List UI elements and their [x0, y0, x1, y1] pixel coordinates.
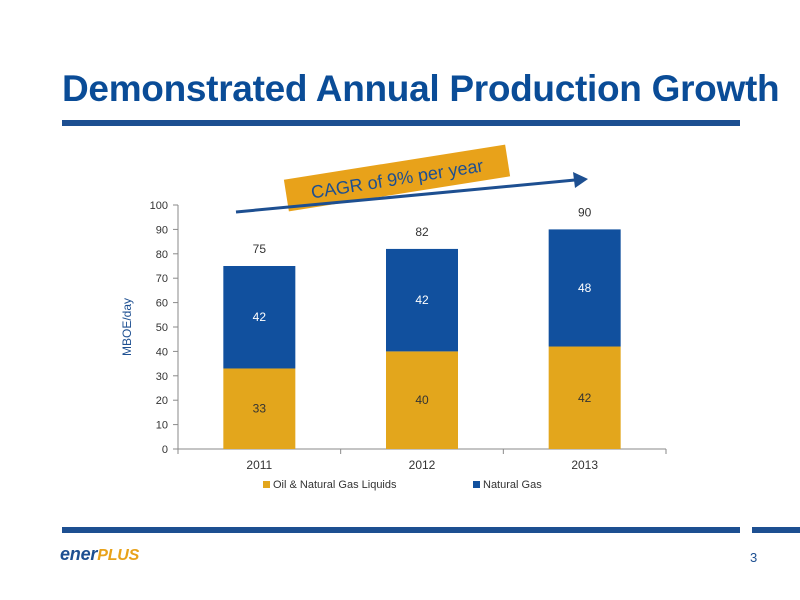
legend-swatch-oil: [263, 481, 270, 488]
y-tick-label: 90: [156, 224, 168, 236]
bar-gas-2012: [386, 248, 458, 352]
data-label-gas-2012: 42: [415, 293, 429, 307]
bar-gas-2011: [223, 266, 296, 369]
footer-rule: [62, 527, 740, 533]
bar-oil-2013: [548, 346, 621, 449]
growth-arrow: [235, 172, 588, 214]
bar-oil-2012: [386, 351, 458, 449]
legend-label-gas: Natural Gas: [483, 479, 542, 491]
bar-gas-2013: [548, 229, 621, 347]
data-label-oil-2012: 40: [415, 393, 429, 407]
y-tick-label: 100: [150, 200, 168, 212]
growth-arrow-head: [573, 172, 588, 188]
data-label-gas-2013: 48: [578, 281, 592, 295]
x-tick-label: 2012: [409, 458, 436, 472]
y-tick-label: 20: [156, 395, 168, 407]
y-tick-label: 40: [156, 346, 168, 358]
growth-arrow-line: [235, 178, 576, 214]
y-axis-label: MBOE/day: [120, 298, 134, 356]
legend: Oil & Natural Gas Liquids Natural Gas: [263, 479, 542, 491]
legend-swatch-gas: [473, 481, 480, 488]
total-label-2011: 75: [253, 242, 267, 256]
enerplus-logo: enerPLUS: [60, 544, 139, 565]
total-label-2012: 82: [415, 225, 429, 239]
data-label-oil-2013: 42: [578, 391, 592, 405]
logo-part-ener: ener: [60, 544, 98, 564]
slide-title: Demonstrated Annual Production Growth: [62, 68, 780, 109]
total-label-2013: 90: [578, 205, 592, 219]
x-tick-label: 2013: [571, 458, 598, 472]
y-tick-label: 50: [156, 322, 168, 334]
production-chart: CAGR of 9% per year 0 10 20 30 40 50 60 70 80 90 1…: [120, 144, 667, 491]
y-tick-label: 60: [156, 298, 168, 310]
y-tick-label: 30: [156, 371, 168, 383]
y-tick-label: 10: [156, 420, 168, 432]
y-tick-label: 80: [156, 249, 168, 261]
cagr-banner-background: [283, 144, 511, 212]
data-label-gas-2011: 42: [253, 310, 267, 324]
x-tick-label: 2011: [246, 458, 272, 472]
bar-oil-2011: [223, 368, 296, 449]
y-tick-label: 0: [162, 444, 168, 456]
bars: [223, 229, 621, 449]
cagr-banner: CAGR of 9% per year: [283, 144, 511, 212]
footer-rule-end: [752, 527, 800, 533]
title-underline: [62, 120, 740, 126]
y-tick-label: 70: [156, 273, 168, 285]
logo-part-plus: PLUS: [97, 547, 140, 564]
page-number: 3: [750, 550, 758, 565]
legend-label-oil: Oil & Natural Gas Liquids: [273, 479, 397, 491]
data-labels: 33 42 75 40 42 82 42 48 90: [253, 205, 592, 415]
data-label-oil-2011: 33: [253, 402, 267, 416]
